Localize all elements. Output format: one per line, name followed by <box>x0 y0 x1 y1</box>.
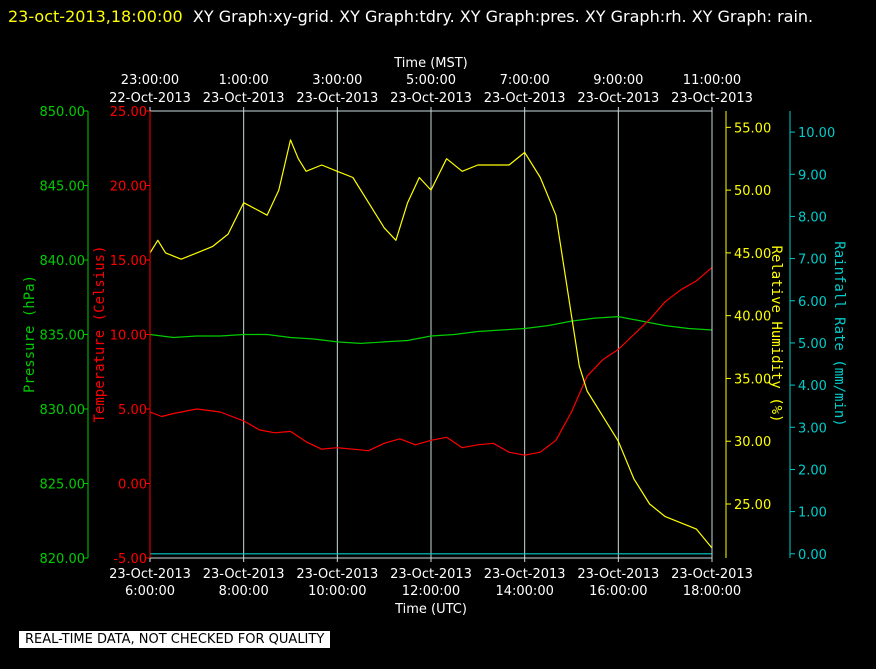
humidity-tick-label: 40.00 <box>734 310 771 325</box>
bottom-tick-time: 10:00:00 <box>308 584 366 599</box>
top-tick-date: 23-Oct-2013 <box>296 91 378 106</box>
bottom-tick-time: 16:00:00 <box>589 584 647 599</box>
graph-titles: XY Graph:xy-grid. XY Graph:tdry. XY Grap… <box>192 7 814 26</box>
bottom-tick-date: 23-Oct-2013 <box>671 567 753 582</box>
top-tick-date: 23-Oct-2013 <box>390 91 472 106</box>
rain-axis: 10.00 9.00 8.00 7.00 6.00 5.00 4.00 3.00 2.00 1.0… <box>789 111 847 563</box>
pressure-axis: 850.00 845.00 840.00 835.00 830.00 825.00 820.… <box>22 105 89 567</box>
bottom-tick-time: 12:00:00 <box>402 584 460 599</box>
temperature-tick-label: 25.00 <box>110 105 147 120</box>
quality-disclaimer: REAL-TIME DATA, NOT CHECKED FOR QUALITY <box>19 631 331 648</box>
rain-tick-label: 9.00 <box>798 168 827 183</box>
bottom-tick-date: 23-Oct-2013 <box>390 567 472 582</box>
rain-tick-label: 0.00 <box>798 548 827 563</box>
pressure-tick-label: 840.00 <box>40 254 86 269</box>
bottom-tick-time: 18:00:00 <box>683 584 741 599</box>
series-pres-line <box>149 316 713 344</box>
top-tick-time: 7:00:00 <box>500 73 550 88</box>
rain-tick-label: 7.00 <box>798 253 827 268</box>
humidity-axis: 55.00 50.00 45.00 40.00 35.00 30.00 25.00 Rela… <box>725 111 784 558</box>
timestamp: 23-oct-2013,18:00:00 <box>8 7 183 26</box>
bottom-tick-date: 23-Oct-2013 <box>296 567 378 582</box>
rain-tick-label: 1.00 <box>798 506 827 521</box>
grid-lines <box>243 111 619 558</box>
bottom-tick-time: 8:00:00 <box>219 584 269 599</box>
top-tick-time: 1:00:00 <box>219 73 269 88</box>
top-tick-time: 3:00:00 <box>312 73 362 88</box>
bottom-axis-label: Time (UTC) <box>394 602 467 617</box>
temperature-axis: 25.00 20.00 15.00 10.00 5.00 0.00 -5.00 Temper… <box>92 105 151 567</box>
humidity-tick-label: 55.00 <box>734 121 771 136</box>
rain-tick-label: 3.00 <box>798 421 827 436</box>
top-tick-time: 5:00:00 <box>406 73 456 88</box>
series-rh-line <box>149 139 713 549</box>
humidity-tick-label: 35.00 <box>734 372 771 387</box>
top-tick-date: 23-Oct-2013 <box>484 91 566 106</box>
pressure-tick-label: 830.00 <box>40 403 86 418</box>
bottom-tick-date: 23-Oct-2013 <box>203 567 285 582</box>
temperature-axis-label: Temperature (Celsius) <box>92 245 108 422</box>
temperature-tick-label: 15.00 <box>110 254 147 269</box>
rain-tick-label: 5.00 <box>798 337 827 352</box>
bottom-tick-date: 23-Oct-2013 <box>109 567 191 582</box>
series-layer <box>149 139 713 555</box>
pressure-tick-label: 825.00 <box>40 478 86 493</box>
pressure-tick-label: 820.00 <box>40 552 86 567</box>
humidity-tick-label: 25.00 <box>734 498 771 513</box>
bottom-tick-date: 23-Oct-2013 <box>577 567 659 582</box>
humidity-tick-label: 50.00 <box>734 184 771 199</box>
pressure-tick-label: 845.00 <box>40 180 86 195</box>
temperature-tick-label: -5.00 <box>113 552 147 567</box>
pressure-tick-label: 850.00 <box>40 105 86 120</box>
humidity-axis-label: Relative Humidity (%) <box>768 245 784 422</box>
top-time-axis: 23:00:00 22-Oct-2013 1:00:00 23-Oct-2013 3:0… <box>109 73 753 111</box>
rain-tick-label: 10.00 <box>798 126 835 141</box>
rain-tick-label: 8.00 <box>798 210 827 225</box>
top-axis-label: Time (MST) <box>393 56 468 71</box>
bottom-tick-time: 14:00:00 <box>495 584 553 599</box>
rain-tick-label: 4.00 <box>798 379 827 394</box>
temperature-tick-label: 0.00 <box>118 478 147 493</box>
humidity-tick-label: 45.00 <box>734 247 771 262</box>
top-tick-date: 23-Oct-2013 <box>203 91 285 106</box>
graph-title-bar: 23-oct-2013,18:00:00 XY Graph:xy-grid. X… <box>8 2 868 31</box>
top-tick-date: 22-Oct-2013 <box>109 91 191 106</box>
bottom-tick-date: 23-Oct-2013 <box>484 567 566 582</box>
pressure-axis-label: Pressure (hPa) <box>22 275 38 393</box>
top-tick-time: 11:00:00 <box>683 73 741 88</box>
pressure-tick-label: 835.00 <box>40 329 86 344</box>
bottom-time-axis: 23-Oct-2013 6:00:00 23-Oct-2013 8:00:00 23-O… <box>109 558 753 599</box>
top-tick-date: 23-Oct-2013 <box>671 91 753 106</box>
top-tick-date: 23-Oct-2013 <box>577 91 659 106</box>
temperature-tick-label: 5.00 <box>118 403 147 418</box>
top-tick-time: 23:00:00 <box>121 73 179 88</box>
rain-tick-label: 2.00 <box>798 463 827 478</box>
temperature-tick-label: 10.00 <box>110 329 147 344</box>
series-tdry-line <box>149 266 713 456</box>
bottom-tick-time: 6:00:00 <box>125 584 175 599</box>
humidity-tick-label: 30.00 <box>734 435 771 450</box>
rain-axis-label: Rainfall Rate (mm/min) <box>831 241 847 426</box>
temperature-tick-label: 20.00 <box>110 180 147 195</box>
rain-tick-label: 6.00 <box>798 295 827 310</box>
top-tick-time: 9:00:00 <box>593 73 643 88</box>
